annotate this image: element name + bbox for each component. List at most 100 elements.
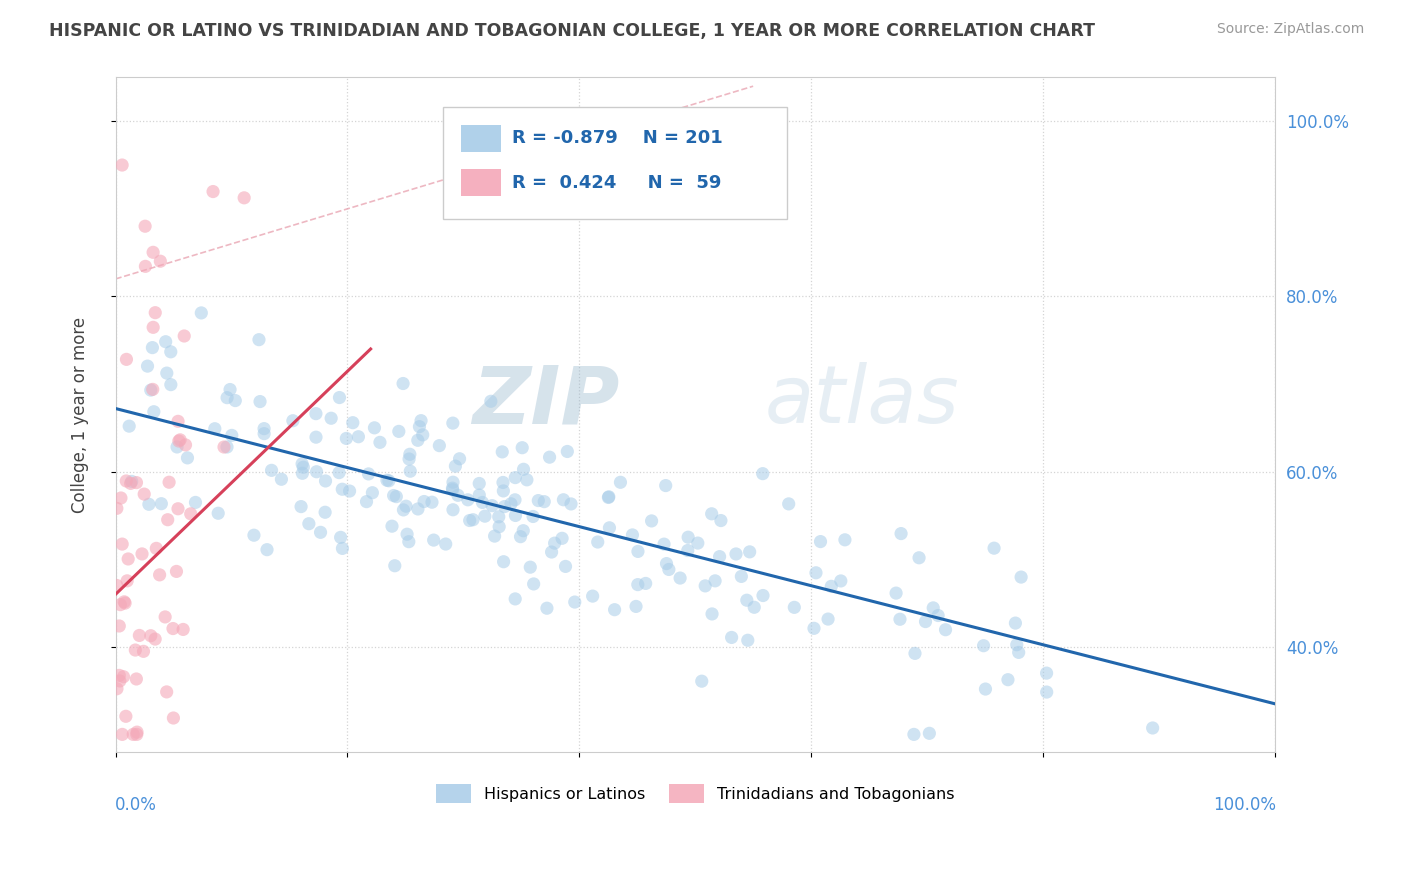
- Point: [914, 615, 936, 629]
- Point: [1005, 638, 1028, 652]
- Point: [132, 644, 155, 658]
- Point: [447, 488, 470, 502]
- Point: [700, 607, 723, 621]
- Point: [538, 450, 561, 465]
- Point: [598, 491, 620, 505]
- Point: [190, 306, 212, 320]
- Text: HISPANIC OR LATINO VS TRINIDADIAN AND TOBAGONIAN COLLEGE, 1 YEAR OR MORE CORRELA: HISPANIC OR LATINO VS TRINIDADIAN AND TO…: [49, 22, 1095, 40]
- Point: [368, 435, 391, 450]
- Point: [260, 463, 283, 477]
- Point: [125, 475, 148, 490]
- Point: [155, 334, 177, 349]
- Point: [159, 344, 181, 359]
- Text: 100.0%: 100.0%: [1213, 796, 1275, 814]
- Text: atlas: atlas: [765, 362, 959, 440]
- Point: [1008, 645, 1031, 659]
- Point: [356, 494, 378, 508]
- Point: [111, 158, 134, 172]
- Point: [221, 428, 243, 442]
- Point: [281, 414, 304, 428]
- Point: [922, 600, 945, 615]
- Point: [291, 467, 314, 481]
- Point: [669, 571, 692, 585]
- Point: [142, 245, 165, 260]
- Point: [115, 574, 138, 588]
- Point: [122, 727, 145, 741]
- Point: [357, 467, 380, 481]
- Point: [134, 219, 156, 234]
- Point: [654, 478, 676, 492]
- Point: [395, 499, 418, 513]
- Point: [540, 545, 562, 559]
- Point: [121, 475, 143, 489]
- Point: [173, 329, 195, 343]
- Point: [305, 465, 328, 479]
- Point: [172, 623, 194, 637]
- Point: [138, 497, 160, 511]
- Point: [291, 457, 314, 471]
- Point: [115, 352, 138, 367]
- Point: [166, 440, 188, 454]
- Point: [212, 440, 235, 454]
- Point: [398, 447, 420, 461]
- Point: [449, 451, 471, 466]
- Point: [157, 475, 180, 490]
- Text: Source: ZipAtlas.com: Source: ZipAtlas.com: [1216, 22, 1364, 37]
- Point: [512, 524, 534, 538]
- Point: [884, 586, 907, 600]
- Point: [332, 541, 354, 556]
- Point: [202, 185, 225, 199]
- Point: [321, 411, 343, 425]
- Point: [142, 405, 165, 419]
- Point: [974, 681, 997, 696]
- Point: [564, 595, 586, 609]
- Point: [441, 475, 464, 490]
- Point: [492, 555, 515, 569]
- Point: [217, 391, 239, 405]
- Point: [219, 383, 242, 397]
- Point: [543, 536, 565, 550]
- Point: [997, 673, 1019, 687]
- Point: [409, 414, 432, 428]
- Point: [441, 483, 464, 497]
- Point: [742, 600, 765, 615]
- Point: [167, 434, 190, 448]
- Point: [166, 565, 188, 579]
- Point: [830, 574, 852, 588]
- Point: [709, 549, 731, 564]
- Point: [503, 591, 526, 606]
- Point: [554, 559, 576, 574]
- Point: [810, 534, 832, 549]
- Point: [112, 595, 135, 609]
- Point: [408, 419, 430, 434]
- Point: [551, 531, 574, 545]
- Point: [131, 547, 153, 561]
- Point: [586, 535, 609, 549]
- Point: [609, 475, 631, 490]
- Point: [492, 483, 515, 498]
- Point: [704, 574, 727, 588]
- Point: [505, 508, 527, 523]
- Point: [560, 497, 582, 511]
- Point: [233, 191, 256, 205]
- Point: [153, 610, 176, 624]
- Point: [292, 460, 315, 475]
- Point: [143, 306, 166, 320]
- Point: [468, 488, 491, 502]
- Point: [143, 632, 166, 646]
- Point: [118, 419, 141, 434]
- Point: [522, 509, 544, 524]
- Point: [339, 483, 361, 498]
- Point: [114, 596, 136, 610]
- Point: [160, 377, 183, 392]
- Point: [737, 633, 759, 648]
- Point: [413, 494, 436, 508]
- Point: [398, 534, 420, 549]
- Point: [908, 550, 931, 565]
- Point: [406, 434, 429, 448]
- Point: [136, 359, 159, 373]
- Point: [422, 533, 444, 547]
- Point: [243, 528, 266, 542]
- Point: [627, 544, 650, 558]
- Point: [110, 491, 132, 505]
